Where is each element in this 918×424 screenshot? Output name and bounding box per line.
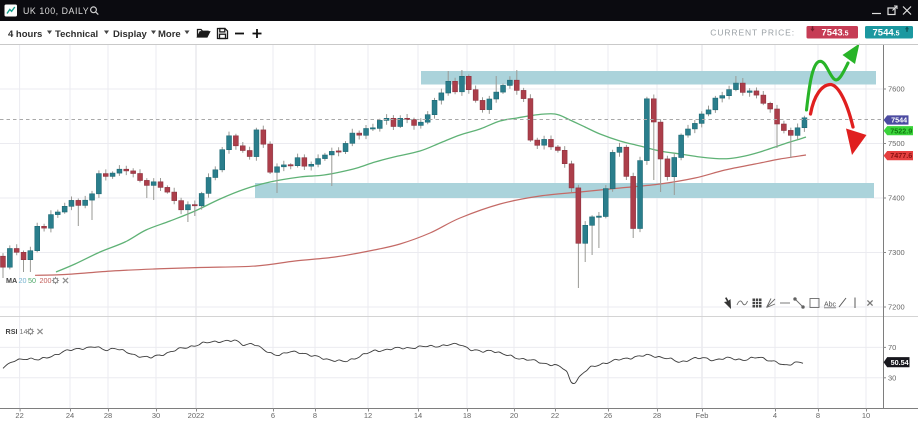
svg-text:RSI: RSI bbox=[6, 327, 18, 336]
svg-text:8: 8 bbox=[816, 411, 820, 420]
svg-text:10: 10 bbox=[862, 411, 870, 420]
svg-text:22: 22 bbox=[551, 411, 559, 420]
svg-text:Feb: Feb bbox=[696, 411, 709, 420]
svg-text:30: 30 bbox=[888, 373, 896, 382]
svg-text:Technical: Technical bbox=[55, 29, 98, 40]
svg-text:UK 100, DAILY: UK 100, DAILY bbox=[23, 6, 89, 16]
svg-text:30: 30 bbox=[152, 411, 160, 420]
svg-text:7522.9: 7522.9 bbox=[890, 126, 912, 135]
svg-text:7400: 7400 bbox=[888, 194, 905, 203]
svg-text:7544.5: 7544.5 bbox=[873, 28, 900, 39]
svg-text:28: 28 bbox=[104, 411, 112, 420]
svg-text:2022: 2022 bbox=[188, 411, 205, 420]
svg-text:20: 20 bbox=[510, 411, 518, 420]
svg-text:7543.5: 7543.5 bbox=[822, 28, 849, 39]
svg-text:4: 4 bbox=[773, 411, 777, 420]
svg-text:Display: Display bbox=[113, 29, 148, 40]
svg-text:24: 24 bbox=[66, 411, 74, 420]
svg-text:CURRENT PRICE:: CURRENT PRICE: bbox=[710, 28, 795, 38]
svg-text:7300: 7300 bbox=[888, 248, 905, 257]
svg-text:70: 70 bbox=[888, 343, 896, 352]
svg-text:7500: 7500 bbox=[888, 139, 905, 148]
svg-text:MA: MA bbox=[6, 276, 17, 285]
svg-text:12: 12 bbox=[364, 411, 372, 420]
svg-text:200: 200 bbox=[40, 276, 52, 285]
svg-text:8: 8 bbox=[313, 411, 317, 420]
svg-text:7600: 7600 bbox=[888, 85, 905, 94]
svg-text:26: 26 bbox=[604, 411, 612, 420]
svg-text:28: 28 bbox=[653, 411, 661, 420]
svg-text:7477.6: 7477.6 bbox=[890, 151, 912, 160]
svg-text:50.54: 50.54 bbox=[891, 358, 909, 367]
svg-text:22: 22 bbox=[15, 411, 23, 420]
svg-text:7200: 7200 bbox=[888, 303, 905, 312]
svg-text:14: 14 bbox=[20, 327, 28, 336]
svg-text:7544: 7544 bbox=[891, 116, 907, 125]
svg-text:50: 50 bbox=[28, 276, 36, 285]
svg-text:Abc: Abc bbox=[824, 302, 837, 309]
svg-text:4 hours: 4 hours bbox=[8, 29, 42, 40]
svg-text:18: 18 bbox=[463, 411, 471, 420]
svg-text:6: 6 bbox=[271, 411, 275, 420]
svg-text:20: 20 bbox=[19, 276, 27, 285]
svg-text:More: More bbox=[158, 29, 181, 40]
svg-text:14: 14 bbox=[414, 411, 422, 420]
